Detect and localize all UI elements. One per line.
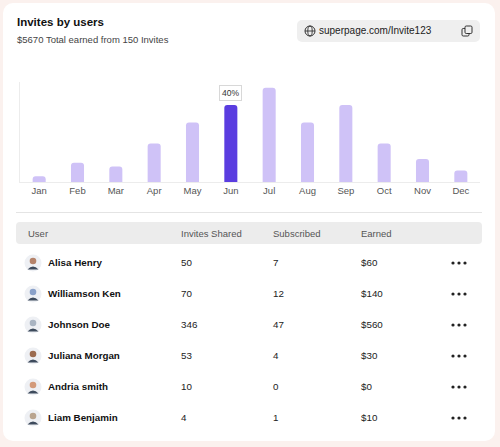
svg-text:May: May <box>184 185 202 196</box>
html-text:Andria smith: Andria smith <box>48 381 108 392</box>
html-text:12: 12 <box>273 288 284 299</box>
html-text:User: User <box>28 228 49 239</box>
html-text:Alisa Henry: Alisa Henry <box>48 257 102 268</box>
html-text:Subscribed: Subscribed <box>273 228 321 239</box>
svg-text:40%: 40% <box>222 88 239 98</box>
html-text:Earned: Earned <box>361 228 392 239</box>
html-text:4: 4 <box>181 412 187 423</box>
html-text:10: 10 <box>181 381 192 392</box>
svg-text:Dec: Dec <box>452 185 469 196</box>
html-text:50: 50 <box>181 257 192 268</box>
html-text:superpage.com/Invite123: superpage.com/Invite123 <box>319 25 432 36</box>
html-text:$60: $60 <box>361 257 378 268</box>
svg-text:Feb: Feb <box>69 185 85 196</box>
html-text:53: 53 <box>181 350 192 361</box>
html-text:Liam Benjamin: Liam Benjamin <box>48 412 118 423</box>
html-text:$140: $140 <box>361 288 383 299</box>
html-text:$0: $0 <box>361 381 372 392</box>
html-text:Invites by users: Invites by users <box>17 16 104 28</box>
svg-text:Nov: Nov <box>414 185 431 196</box>
html-text:Williamson Ken: Williamson Ken <box>48 288 121 299</box>
html-text:$560: $560 <box>361 319 383 330</box>
svg-text:Jun: Jun <box>223 185 238 196</box>
svg-text:Aug: Aug <box>299 185 316 196</box>
html-text:7: 7 <box>273 257 279 268</box>
html-text:70: 70 <box>181 288 192 299</box>
svg-text:Apr: Apr <box>147 185 162 196</box>
html-text:$10: $10 <box>361 412 378 423</box>
html-text:4: 4 <box>273 350 279 361</box>
html-text:0: 0 <box>273 381 279 392</box>
svg-text:Jan: Jan <box>32 185 47 196</box>
html-text:$5670 Total earned from 150 In: $5670 Total earned from 150 Invites <box>17 34 169 45</box>
html-text:Juliana Morgan: Juliana Morgan <box>48 350 120 361</box>
svg-text:Oct: Oct <box>377 185 392 196</box>
svg-text:Sep: Sep <box>337 185 354 196</box>
svg-text:Jul: Jul <box>263 185 275 196</box>
html-text:Invites Shared: Invites Shared <box>181 228 242 239</box>
html-text:Johnson Doe: Johnson Doe <box>48 319 111 330</box>
svg-text:Mar: Mar <box>108 185 124 196</box>
html-text:$30: $30 <box>361 350 378 361</box>
html-text:1: 1 <box>273 412 279 423</box>
html-text:346: 346 <box>181 319 198 330</box>
html-text:47: 47 <box>273 319 284 330</box>
